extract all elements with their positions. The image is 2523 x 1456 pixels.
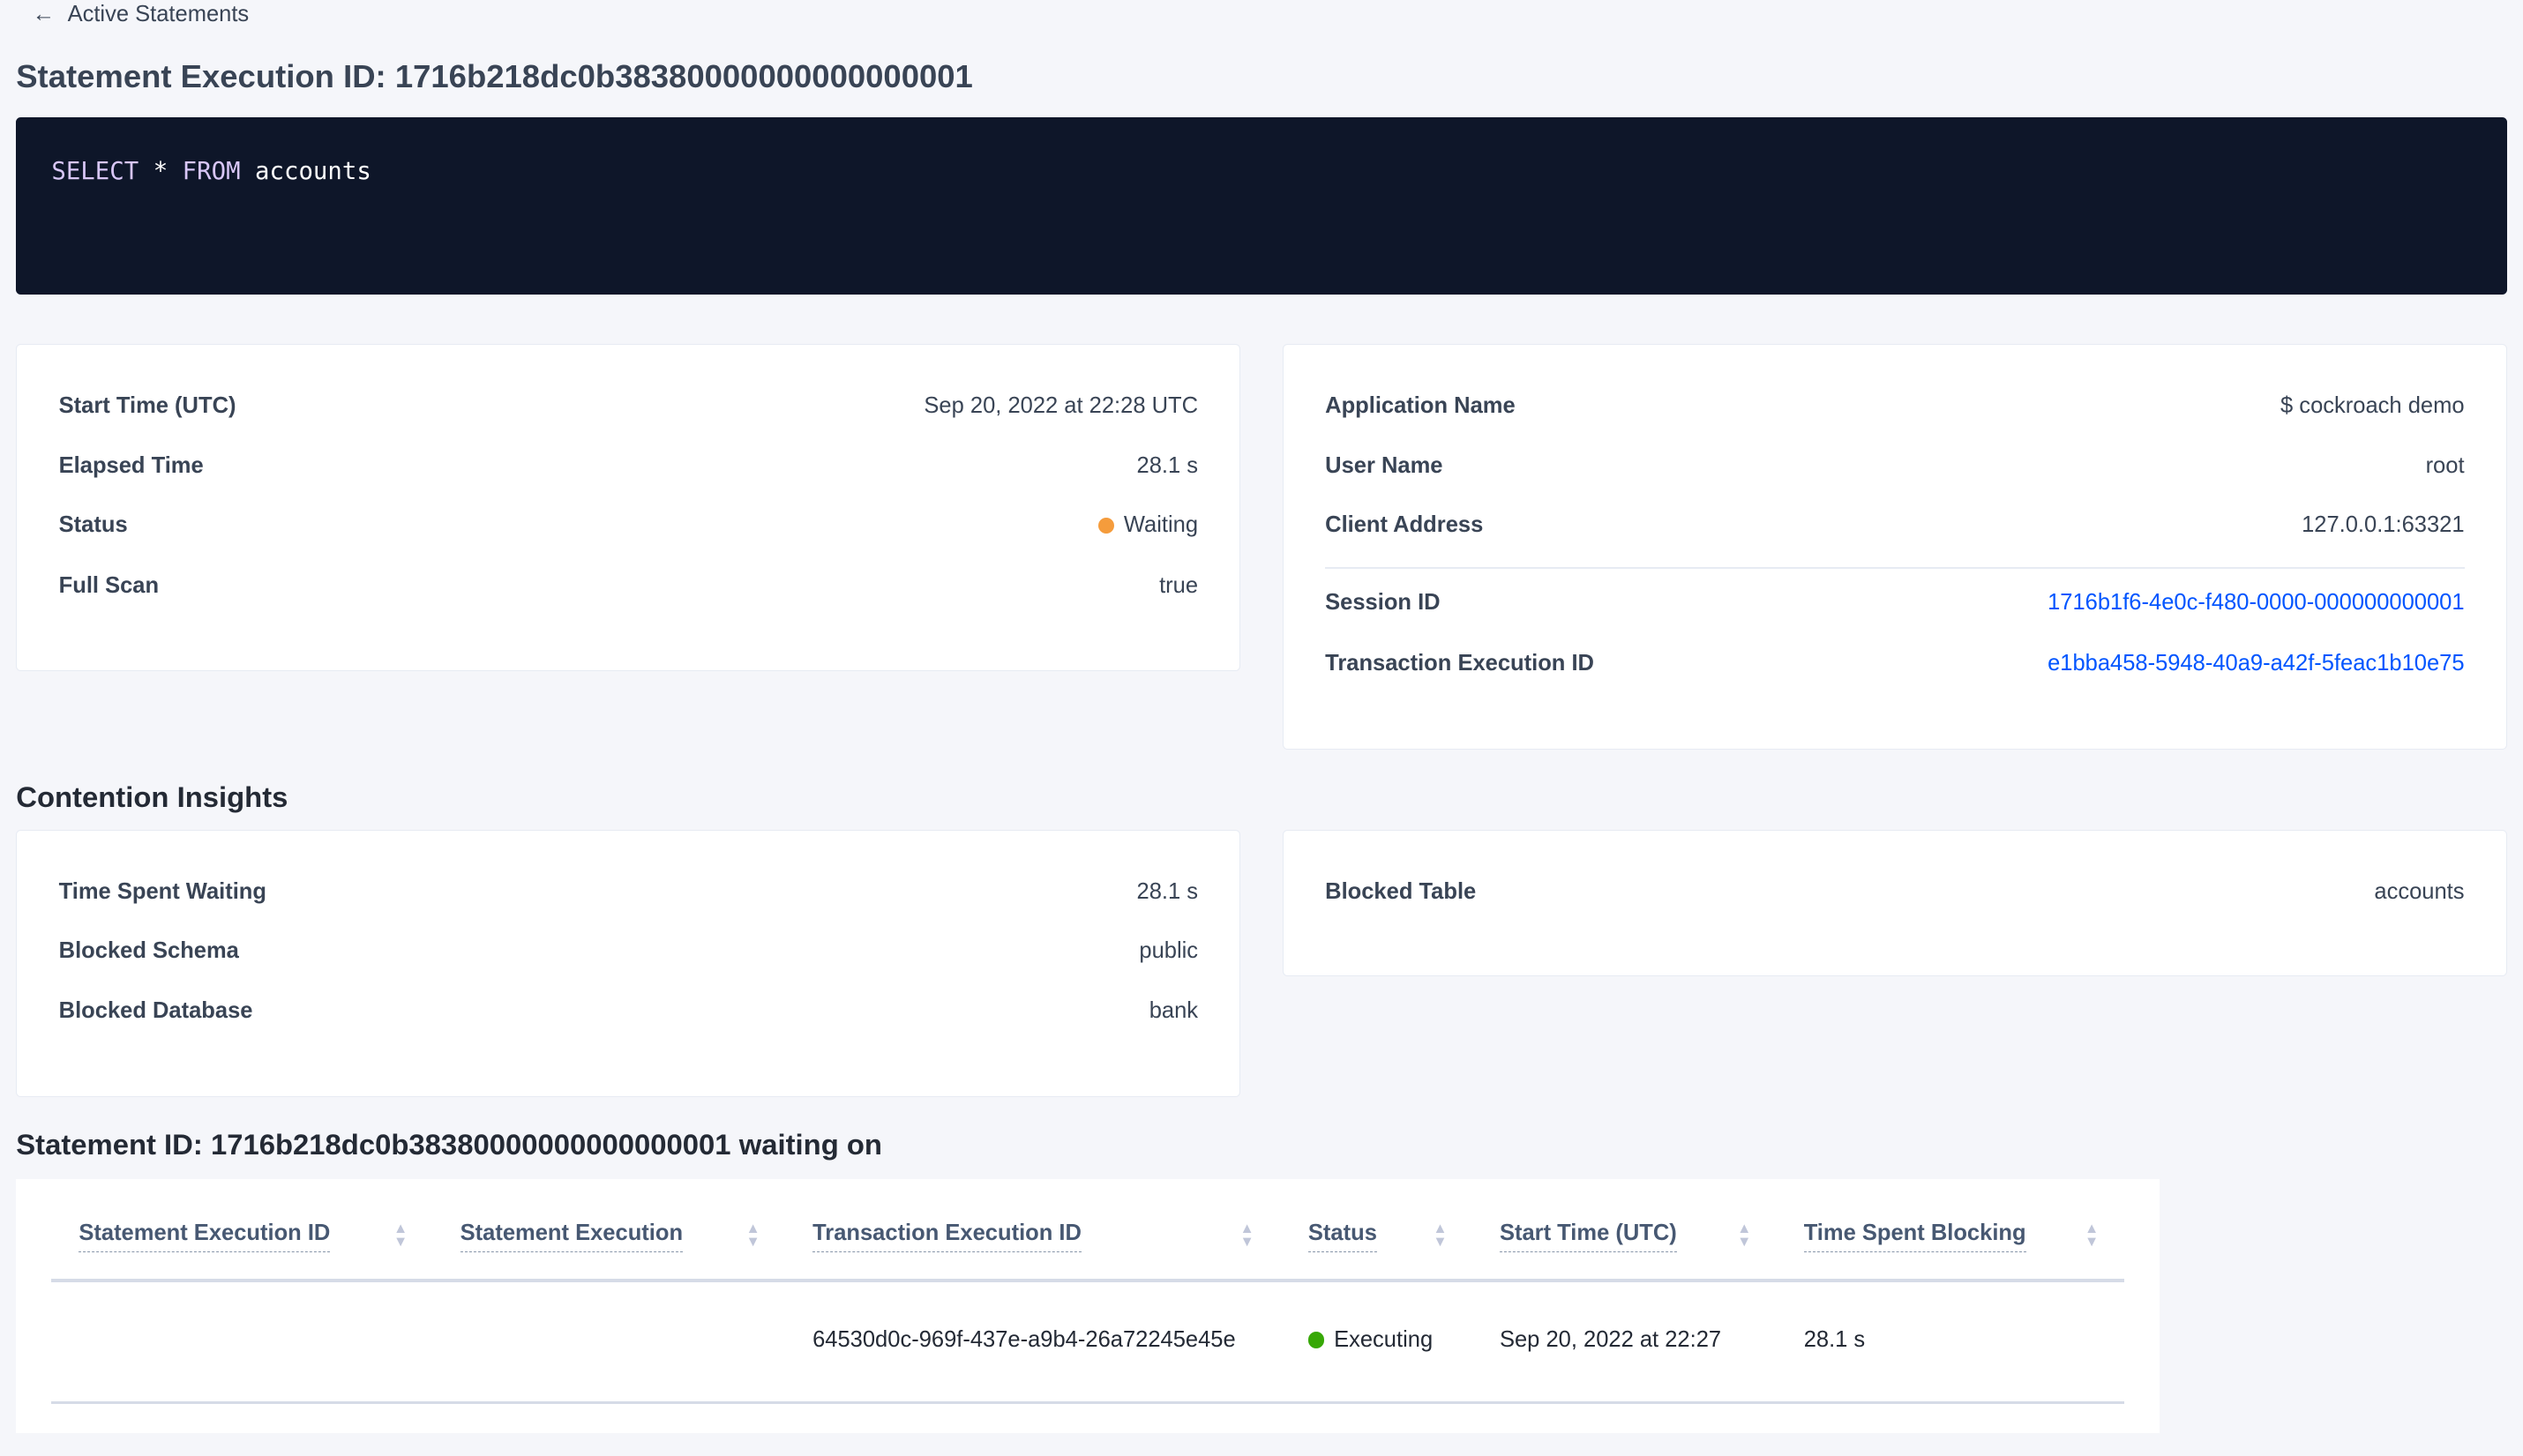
column-header-time-spent-blocking[interactable]: Time Spent Blocking [1803, 1221, 2026, 1252]
start-time-row: Start Time (UTC) Sep 20, 2022 at 22:28 UT… [59, 393, 1198, 419]
column-header-statement-execution[interactable]: Statement Execution [460, 1221, 684, 1252]
cell-transaction-execution-id: 64530d0c-969f-437e-a9b4-26a72245e45e [812, 1326, 1236, 1352]
sort-icon[interactable]: ▲ ▼ [1737, 1221, 1752, 1250]
status-badge: Waiting [1097, 512, 1199, 538]
label: Client Address [1325, 512, 1484, 538]
column-header-status[interactable]: Status [1307, 1221, 1377, 1252]
value: Sep 20, 2022 at 22:28 UTC [924, 393, 1199, 419]
cell-time-spent-blocking: 28.1 s [1803, 1326, 1866, 1352]
label: Session ID [1325, 589, 1441, 615]
column-header-statement-execution-id[interactable]: Statement Execution ID [79, 1221, 331, 1252]
status-dot-icon [1097, 517, 1114, 534]
session-id-row: Session ID 1716b1f6-4e0c-f480-0000-000000… [1325, 590, 2464, 616]
session-id-link[interactable]: 1716b1f6-4e0c-f480-0000-000000000001 [2048, 589, 2465, 615]
label: Transaction Execution ID [1325, 650, 1594, 676]
cell-start-time: Sep 20, 2022 at 22:27 [1499, 1326, 1722, 1352]
page-title: Statement Execution ID: 1716b218dc0b3838… [16, 57, 973, 94]
status-dot-icon [1307, 1332, 1325, 1348]
sort-icon[interactable]: ▲ ▼ [1239, 1221, 1254, 1250]
sql-keyword: FROM [182, 157, 241, 185]
label: Status [58, 512, 128, 538]
label: Blocked Table [1325, 878, 1477, 904]
label: User Name [1325, 452, 1443, 478]
summary-card-right: Application Name $ cockroach demo User Na… [1282, 344, 2507, 750]
contention-card-right: Blocked Table accounts [1282, 830, 2507, 977]
divider [1325, 567, 2465, 569]
cell-status: Executing [1307, 1326, 1434, 1353]
header-divider [51, 1279, 2124, 1282]
value: accounts [2374, 878, 2465, 904]
value: 28.1 s [1136, 452, 1199, 478]
sort-icon[interactable]: ▲ ▼ [745, 1221, 760, 1250]
sort-icon[interactable]: ▲ ▼ [1433, 1221, 1448, 1250]
label: Time Spent Waiting [58, 878, 266, 904]
label: Full Scan [58, 573, 160, 599]
value: $ cockroach demo [2280, 393, 2465, 419]
sort-icon[interactable]: ▲ ▼ [393, 1221, 408, 1250]
full-scan-row: Full Scan true [59, 573, 1198, 599]
column-header-transaction-execution-id[interactable]: Transaction Execution ID [812, 1221, 1082, 1252]
application-name-row: Application Name $ cockroach demo [1325, 393, 2464, 419]
label: Application Name [1325, 393, 1516, 419]
value: bank [1149, 997, 1199, 1023]
waiting-table: Statement Execution ID ▲ ▼ Statement Exec… [16, 1178, 2160, 1434]
client-address-row: Client Address 127.0.0.1:63321 [1325, 512, 2464, 538]
value: 28.1 s [1136, 878, 1199, 904]
arrow-left-icon: ← [32, 1, 55, 26]
transaction-id-row: Transaction Execution ID e1bba458-5948-40… [1325, 651, 2464, 676]
label: Blocked Database [58, 997, 253, 1023]
row-divider [51, 1400, 2124, 1405]
back-link[interactable]: ← Active Statements [32, 2, 249, 27]
value: public [1139, 938, 1199, 964]
transaction-id-link[interactable]: e1bba458-5948-40a9-a42f-5feac1b10e75 [2048, 650, 2465, 676]
waiting-heading: Statement ID: 1716b218dc0b38380000000000… [16, 1127, 882, 1161]
contention-heading: Contention Insights [16, 780, 288, 813]
status-text: Executing [1334, 1326, 1434, 1352]
blocked-database-row: Blocked Database bank [59, 998, 1198, 1024]
user-name-row: User Name root [1325, 453, 2464, 479]
sql-keyword: SELECT [51, 157, 139, 185]
value: true [1159, 573, 1199, 599]
sql-code-block: SELECT * FROM accounts [16, 117, 2507, 295]
back-link-label: Active Statements [67, 1, 250, 26]
blocked-schema-row: Blocked Schema public [59, 938, 1198, 964]
sql-table: accounts [255, 157, 371, 185]
label: Start Time (UTC) [58, 393, 236, 419]
value: root [2425, 452, 2465, 478]
status-text: Waiting [1123, 512, 1199, 538]
blocked-table-row: Blocked Table accounts [1325, 879, 2464, 905]
value: 127.0.0.1:63321 [2302, 512, 2465, 538]
time-spent-waiting-row: Time Spent Waiting 28.1 s [59, 879, 1198, 905]
label: Blocked Schema [58, 938, 239, 964]
elapsed-time-row: Elapsed Time 28.1 s [59, 453, 1198, 479]
column-header-start-time[interactable]: Start Time (UTC) [1499, 1221, 1677, 1252]
label: Elapsed Time [58, 452, 204, 478]
sort-icon[interactable]: ▲ ▼ [2085, 1221, 2100, 1250]
sql-star: * [153, 157, 168, 185]
summary-card-left: Start Time (UTC) Sep 20, 2022 at 22:28 UT… [16, 344, 1241, 671]
status-row: Status Waiting [59, 512, 1198, 538]
contention-card-left: Time Spent Waiting 28.1 s Blocked Schema p… [16, 830, 1241, 1098]
